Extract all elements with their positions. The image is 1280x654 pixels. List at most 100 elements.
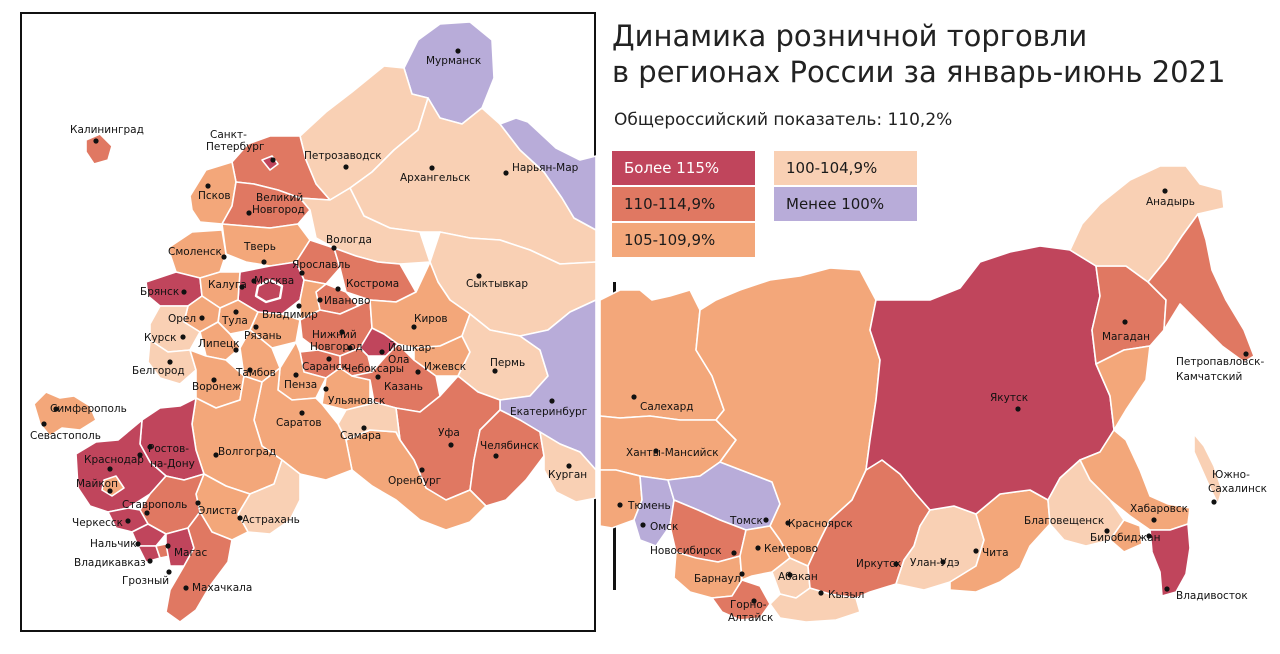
city-kazan-label: Казань xyxy=(384,381,423,393)
city-tula-label: Тула xyxy=(221,315,248,327)
region-ulyanovsk xyxy=(321,367,371,411)
city-khanty-label: Ханты-Мансийск xyxy=(626,447,719,459)
city-nnovgorod-label-1: Нижний xyxy=(312,329,357,341)
region-moscow-city xyxy=(254,278,284,304)
city-vladivostok-label: Владивосток xyxy=(1176,590,1248,602)
city-ekaterinburg-label: Екатеринбург xyxy=(510,406,587,418)
city-sevastopol-label: Севастополь xyxy=(30,430,101,442)
city-birobidzhan-label: Биробиджан xyxy=(1090,532,1160,544)
legend-label: Менее 100% xyxy=(786,195,885,213)
city-abakan-label: Абакан xyxy=(778,571,818,583)
city-petrozavodsk-label: Петрозаводск xyxy=(304,150,382,162)
region-tatarstan xyxy=(351,343,441,413)
region-sakhalin xyxy=(1193,433,1223,505)
city-magas-label: Магас xyxy=(174,547,207,559)
city-vladimir-label: Владимир xyxy=(262,309,318,321)
city-cherkessk-label: Черкесск xyxy=(72,517,123,529)
legend-above-115: Более 115% xyxy=(612,151,755,185)
city-vladikavkaz-label: Владикавказ xyxy=(74,557,146,569)
region-dagestan xyxy=(165,511,233,623)
city-makhachkala-label: Махачкала xyxy=(192,582,252,594)
city-krasnodar-label: Краснодар xyxy=(84,454,144,466)
city-vnovgorod-label-2: Новгород xyxy=(252,204,305,216)
city-anadyr-label: Анадырь xyxy=(1146,196,1195,208)
city-ryazan-label: Рязань xyxy=(244,330,282,342)
region-kaliningrad xyxy=(85,133,113,165)
city-orenburg-label: Оренбург xyxy=(388,475,441,487)
city-ivanovo-label: Иваново xyxy=(324,295,370,307)
city-khabarovsk-label: Хабаровск xyxy=(1130,503,1188,515)
legend-label: 100-104,9% xyxy=(786,159,878,177)
city-belgorod-label: Белгород xyxy=(132,365,185,377)
city-rostov-label-2: на-Дону xyxy=(150,458,195,470)
city-chita-label: Чита xyxy=(982,547,1009,559)
city-kostroma-label: Кострома xyxy=(346,278,399,290)
city-tambov-label: Тамбов xyxy=(235,367,276,379)
legend-label: 105-109,9% xyxy=(624,231,716,249)
region-jewish-ao xyxy=(1109,519,1143,553)
city-elista-label: Элиста xyxy=(198,505,237,517)
city-lipetsk-label: Липецк xyxy=(198,338,240,350)
city-smolensk-label: Смоленск xyxy=(168,246,222,258)
city-spb-label-1: Санкт- xyxy=(210,129,247,141)
city-spb-label-2: Петербург xyxy=(206,141,264,153)
title-line-1: Динамика розничной торговли xyxy=(612,19,1088,53)
city-irkutsk-label: Иркутск xyxy=(856,558,901,570)
map-title: Динамика розничной торговли в регионах Р… xyxy=(612,18,1226,90)
city-kursk-label: Курск xyxy=(144,332,176,344)
city-yakutsk-label: Якутск xyxy=(990,392,1028,404)
region-chelyabinsk xyxy=(469,409,545,507)
city-kurgan-label: Курган xyxy=(548,469,587,481)
city-moskva-label: Москва xyxy=(254,275,294,287)
city-rostov-label-1: Ростов- xyxy=(148,443,189,455)
city-tver-label: Тверь xyxy=(243,241,276,253)
city-kirov-label: Киров xyxy=(414,313,448,325)
city-ulyanovsk-label: Ульяновск xyxy=(328,395,385,407)
city-voronezh-label: Воронеж xyxy=(192,381,242,393)
city-petropavlovsk-label-1: Петропавловск- xyxy=(1176,356,1264,368)
city-volgograd-label: Волгоград xyxy=(218,446,276,458)
region-crimea xyxy=(33,391,97,437)
city-saratov-label: Саратов xyxy=(276,417,322,429)
city-arkhangelsk-label: Архангельск xyxy=(400,172,470,184)
national-indicator: Общероссийский показатель: 110,2% xyxy=(614,110,953,130)
city-krasnoyarsk-label: Красноярск xyxy=(788,518,853,530)
city-omsk-label: Омск xyxy=(650,521,678,533)
city-simferopol-label: Симферополь xyxy=(50,403,127,415)
city-kemerovo-label: Кемерово xyxy=(764,543,818,555)
legend-105-109: 105-109,9% xyxy=(612,223,755,257)
city-kyzyl-label: Кызыл xyxy=(828,589,864,601)
city-samara-label: Самара xyxy=(340,430,381,442)
city-penza-label: Пенза xyxy=(284,379,317,391)
region-kamchatka xyxy=(1147,213,1255,363)
city-ufa-label: Уфа xyxy=(438,427,460,439)
city-groznyy-label: Грозный xyxy=(122,575,169,587)
city-tomsk-label: Томск xyxy=(729,515,763,527)
region-kirov xyxy=(369,261,471,349)
city-yuzhno-label-1: Южно- xyxy=(1212,469,1250,481)
city-chelyabinsk-label: Челябинск xyxy=(480,440,539,452)
city-naryan-mar-label: Нарьян-Мар xyxy=(512,162,579,174)
city-petropavlovsk-label-2: Камчатский xyxy=(1176,371,1242,383)
legend-110-114: 110-114,9% xyxy=(612,187,755,221)
city-nalchik-label: Нальчик xyxy=(90,538,137,550)
city-perm-label: Пермь xyxy=(490,357,525,369)
city-bryansk-label: Брянск xyxy=(140,286,179,298)
region-primorye xyxy=(1149,523,1191,597)
city-yuzhno-label-2: Сахалинск xyxy=(1208,483,1267,495)
city-stavropol-label: Ставрополь xyxy=(122,499,187,511)
city-yaroslavl-label: Ярославль xyxy=(292,259,350,271)
title-line-2: в регионах России за январь-июнь 2021 xyxy=(612,55,1226,89)
city-magadan-label: Магадан xyxy=(1102,331,1150,343)
city-murmansk-label: Мурманск xyxy=(426,55,481,67)
city-novosibirsk-label: Новосибирск xyxy=(650,545,722,557)
region-nenets xyxy=(499,117,597,231)
city-nnovgorod-label-2: Новгород xyxy=(310,341,363,353)
region-vologda xyxy=(299,187,431,265)
city-ulan-ude-label: Улан-Удэ xyxy=(910,557,960,569)
city-syktyvkar-label: Сыктывкар xyxy=(466,278,528,290)
legend-100-104: 100-104,9% xyxy=(774,151,917,185)
city-astrakhan-label: Астрахань xyxy=(242,514,300,526)
city-maykop-label: Майкоп xyxy=(76,478,118,490)
city-salekhard-label: Салехард xyxy=(640,401,694,413)
